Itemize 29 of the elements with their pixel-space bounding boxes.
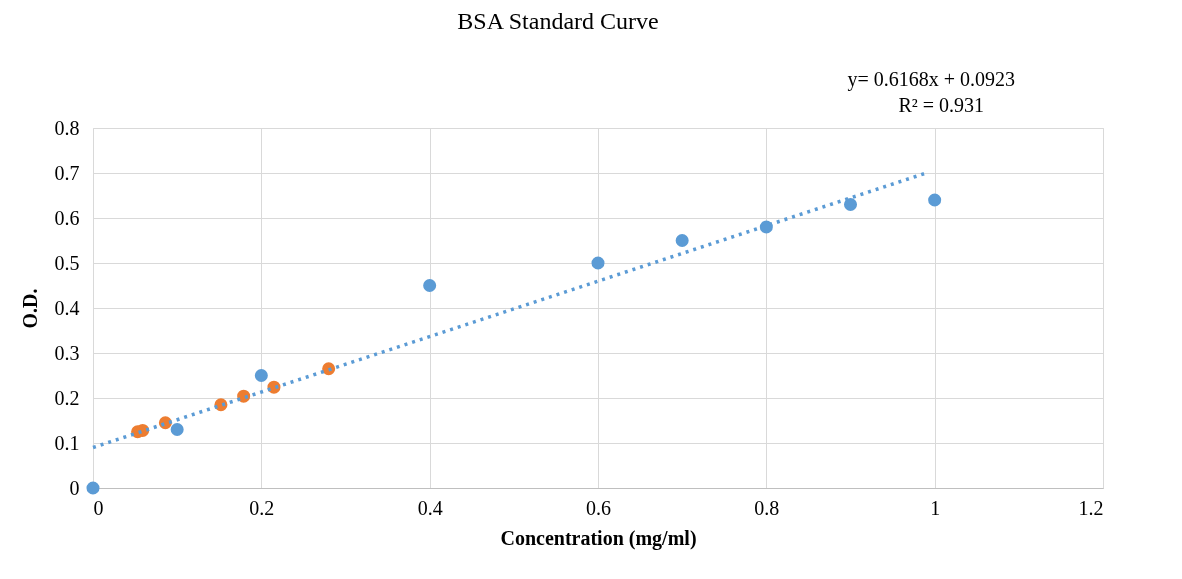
point	[254, 368, 268, 383]
point	[843, 197, 858, 212]
y-tick-label: 0.8	[54, 116, 80, 139]
y-tick-label: 0.2	[54, 386, 80, 409]
point	[170, 422, 184, 437]
x-axis-title: Concentration (mg/ml)	[500, 526, 697, 550]
x-tick-label: 0.8	[754, 496, 780, 519]
point	[591, 256, 605, 270]
text: R² = 0.931	[898, 94, 985, 116]
y-tick-label: 0.4	[54, 296, 80, 319]
y-tick-label: 0.5	[54, 251, 80, 274]
y-tick-label: 0.7	[54, 161, 80, 184]
y-axis-title: O.D.	[18, 288, 41, 329]
x-tick-label: 1	[930, 496, 941, 519]
point	[423, 278, 437, 293]
y-tick-label: 0	[69, 476, 80, 499]
y-tick-label: 0.6	[54, 206, 80, 229]
x-tick-label: 0.2	[249, 496, 275, 519]
x-tick-label: 0.6	[586, 496, 611, 519]
x-tick-label: 1.2	[1078, 496, 1104, 519]
y-tick-label: 0.1	[54, 431, 80, 454]
x-tick-label: 0.4	[417, 496, 443, 519]
point	[675, 233, 689, 248]
text: y= 0.6168x + 0.0923	[847, 68, 1016, 91]
chart-title: BSA Standard Curve	[457, 8, 659, 34]
x-tick-label: 0	[93, 496, 104, 519]
y-tick-label: 0.3	[54, 341, 80, 364]
point	[928, 193, 942, 207]
point	[86, 481, 100, 495]
